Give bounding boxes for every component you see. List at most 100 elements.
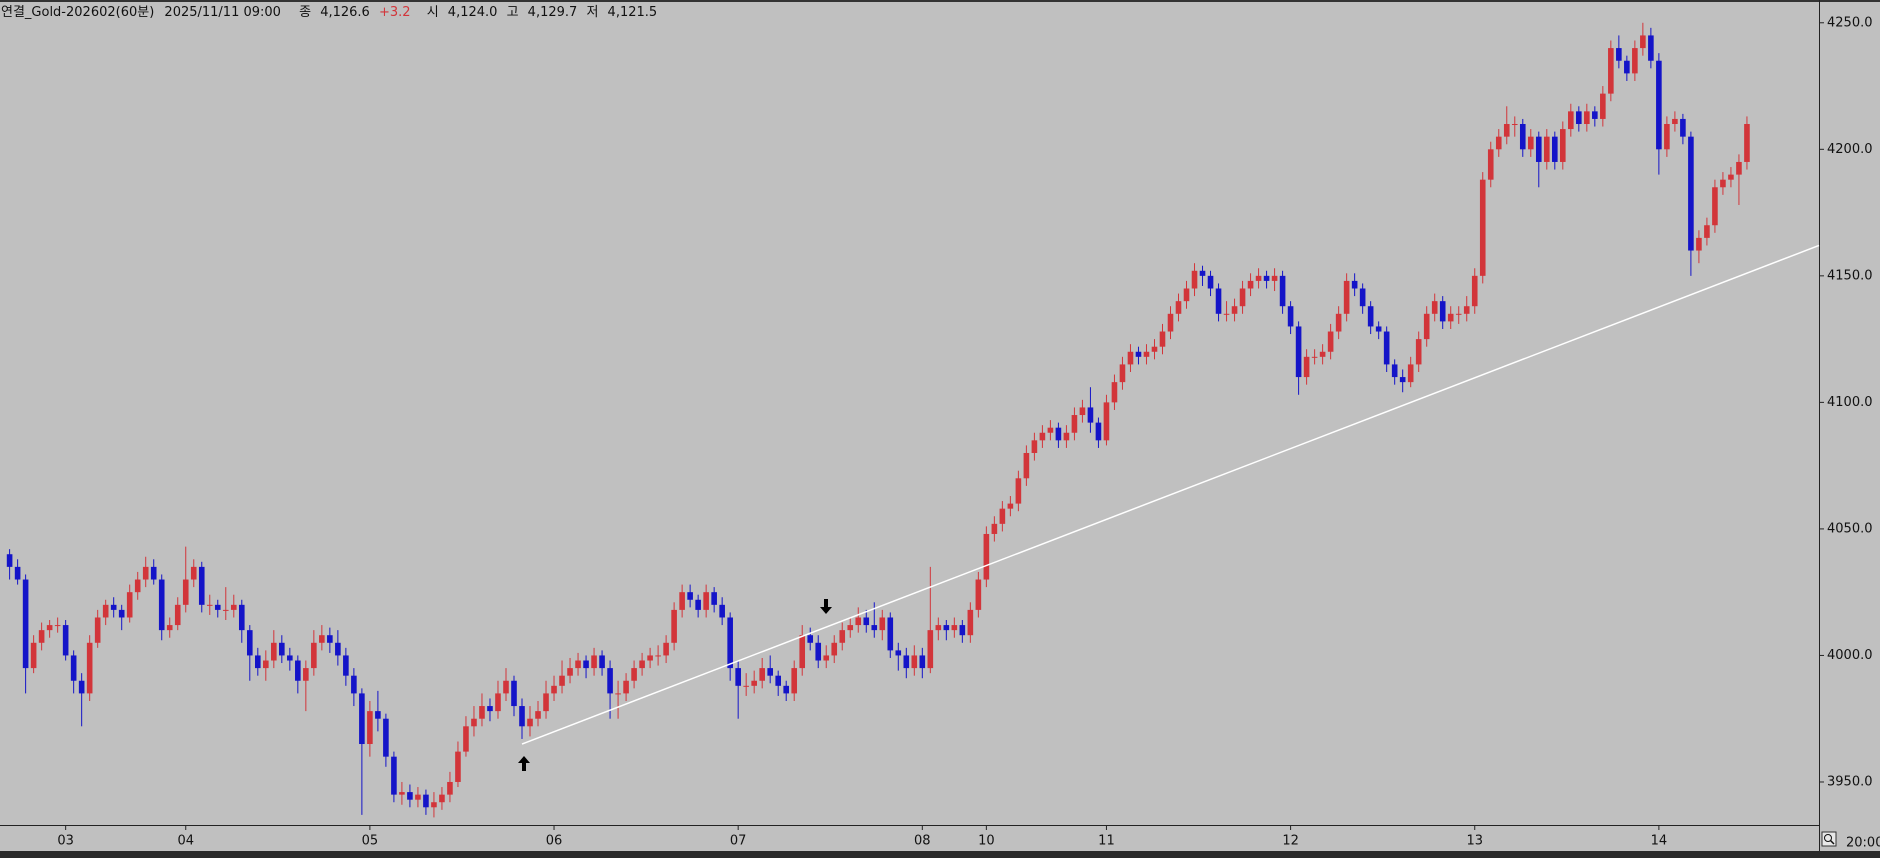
time-label: 20:00 bbox=[1846, 836, 1880, 851]
candle-body bbox=[311, 642, 317, 669]
candle-body bbox=[94, 617, 101, 643]
candle-body bbox=[343, 655, 349, 676]
candle-body bbox=[1087, 407, 1094, 423]
candle-body bbox=[727, 617, 733, 669]
x-tick-label: 10 bbox=[978, 834, 995, 849]
x-tick-label: 08 bbox=[914, 834, 931, 849]
candle-body bbox=[246, 630, 253, 656]
candle-body bbox=[1736, 161, 1742, 175]
candle-body bbox=[190, 566, 197, 580]
x-tick-label: 14 bbox=[1651, 834, 1668, 849]
candle-body bbox=[1327, 331, 1334, 352]
candle-body bbox=[1479, 179, 1486, 276]
change: +3.2 bbox=[379, 5, 411, 20]
candle-body bbox=[1239, 288, 1246, 307]
candle-body bbox=[1576, 111, 1582, 125]
candle-body bbox=[791, 668, 798, 694]
candle-body bbox=[487, 706, 493, 712]
candle-body bbox=[327, 635, 333, 643]
candle-body bbox=[295, 660, 301, 681]
candle-body bbox=[1279, 275, 1286, 307]
candle-body bbox=[166, 625, 173, 631]
candle-body bbox=[1664, 124, 1670, 150]
candle-body bbox=[655, 655, 661, 657]
candle-body bbox=[271, 642, 277, 661]
candle-body bbox=[751, 680, 757, 686]
candle-body bbox=[839, 630, 846, 643]
candle-body bbox=[126, 592, 133, 618]
candle-body bbox=[1287, 306, 1294, 327]
candle-body bbox=[903, 655, 910, 669]
candle-body bbox=[535, 711, 541, 719]
candle-body bbox=[102, 604, 109, 618]
candle-body bbox=[1343, 280, 1350, 314]
candle-body bbox=[158, 579, 165, 631]
x-tick-label: 13 bbox=[1466, 834, 1483, 849]
down-arrow bbox=[820, 599, 832, 614]
candle-body bbox=[1600, 93, 1606, 119]
candle-body bbox=[1183, 288, 1190, 302]
candle-body bbox=[1127, 351, 1134, 365]
candle-body bbox=[1367, 306, 1374, 327]
candle-body bbox=[887, 617, 894, 651]
candle-body bbox=[471, 718, 477, 727]
candle-body bbox=[1688, 136, 1694, 251]
candle-body bbox=[14, 566, 21, 580]
candle-body bbox=[70, 655, 77, 681]
candle-body bbox=[214, 604, 221, 610]
zoom-icon[interactable] bbox=[1824, 834, 1832, 842]
x-tick-label: 03 bbox=[57, 834, 74, 849]
candle-body bbox=[927, 630, 934, 669]
y-tick-label: 3950.0 bbox=[1827, 774, 1873, 789]
candle-body bbox=[407, 792, 413, 800]
candle-body bbox=[871, 625, 878, 631]
candle-body bbox=[375, 711, 381, 719]
candle-body bbox=[1632, 48, 1638, 74]
candle-body bbox=[263, 660, 269, 669]
candle-body bbox=[118, 609, 125, 618]
candle-body bbox=[6, 554, 13, 567]
candle-body bbox=[823, 655, 830, 661]
candle-body bbox=[1191, 270, 1198, 289]
zoom-icon[interactable] bbox=[1829, 839, 1835, 845]
candle-body bbox=[174, 604, 181, 626]
low: 4,121.5 bbox=[608, 5, 658, 20]
candle-body bbox=[110, 604, 117, 610]
candle-body bbox=[1560, 129, 1566, 162]
candle-body bbox=[759, 668, 765, 681]
datetime: 2025/11/11 09:00 bbox=[164, 5, 281, 20]
candle-body bbox=[855, 617, 862, 626]
candle-body bbox=[567, 668, 573, 676]
candle-body bbox=[439, 794, 445, 803]
high-label: 고 bbox=[507, 5, 519, 20]
candle-body bbox=[1047, 427, 1054, 433]
candle-body bbox=[1391, 364, 1398, 378]
instrument: 연결_Gold-202602(60분) bbox=[1, 5, 154, 20]
zoom-button[interactable] bbox=[1821, 831, 1837, 847]
candle-body bbox=[399, 792, 405, 795]
candle-body bbox=[1031, 440, 1038, 453]
candle-body bbox=[1007, 503, 1014, 509]
candle-body bbox=[1055, 427, 1062, 441]
candle-body bbox=[86, 642, 93, 694]
y-tick-label: 4050.0 bbox=[1827, 521, 1873, 536]
candle-body bbox=[1503, 124, 1510, 137]
candle-body bbox=[1023, 452, 1030, 479]
candle-body bbox=[222, 609, 229, 611]
candle-body bbox=[1295, 326, 1302, 378]
candle-body bbox=[1543, 136, 1550, 162]
candle-body bbox=[1415, 339, 1422, 365]
candle-body bbox=[799, 635, 806, 669]
candle-body bbox=[391, 756, 397, 795]
candle-body bbox=[22, 579, 29, 669]
candle-body bbox=[463, 726, 469, 752]
candle-body bbox=[519, 706, 525, 727]
candle-body bbox=[198, 566, 205, 605]
candle-body bbox=[1616, 48, 1622, 61]
candle-body bbox=[383, 718, 389, 757]
candle-body bbox=[711, 592, 717, 605]
candle-body bbox=[1608, 48, 1614, 94]
candle-body bbox=[1704, 225, 1710, 238]
candle-body bbox=[959, 625, 966, 636]
